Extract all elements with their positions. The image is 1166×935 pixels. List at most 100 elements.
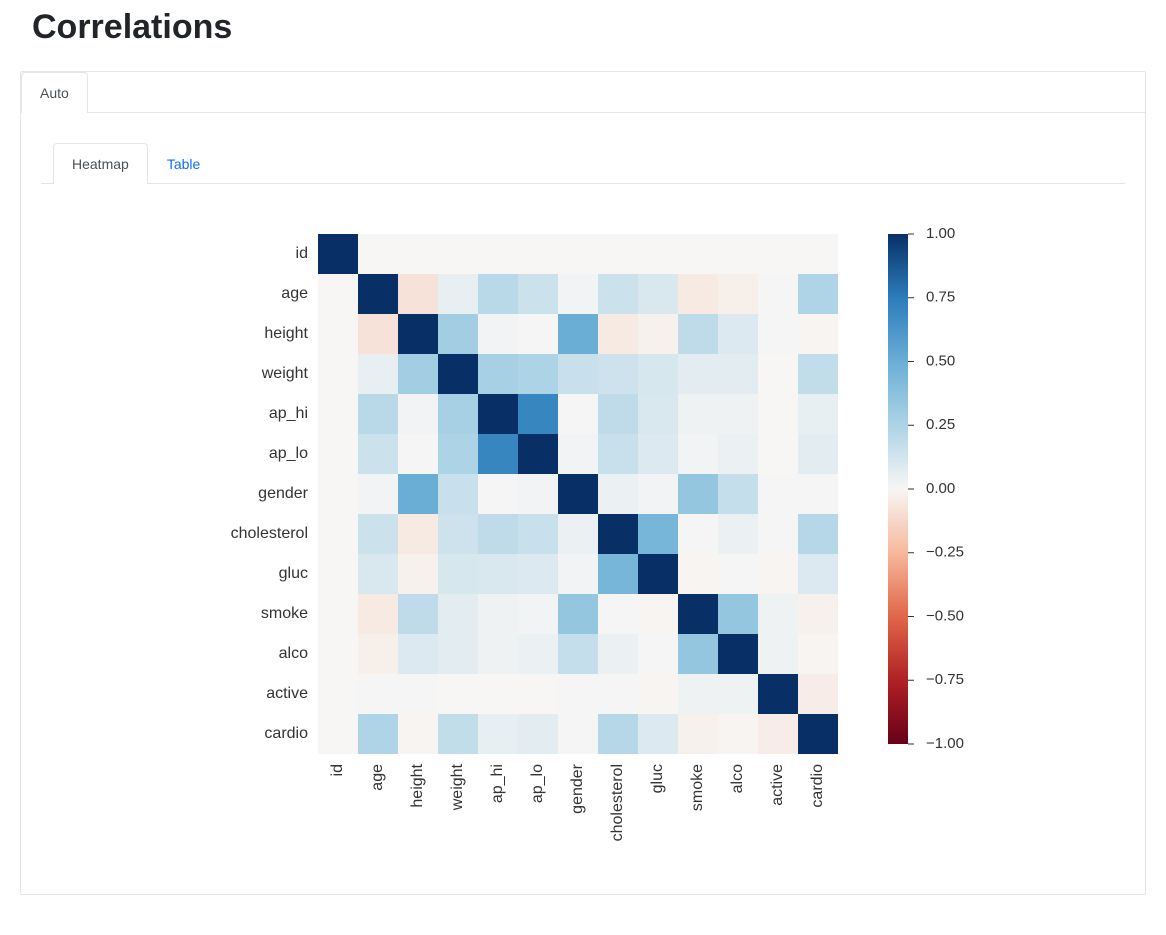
heatmap-cell (318, 554, 358, 594)
tab-primary-auto[interactable]: Auto (21, 72, 88, 113)
heatmap-cell (678, 434, 718, 474)
heatmap-cell (598, 234, 638, 274)
heatmap-cell (558, 714, 598, 754)
heatmap-cell (678, 674, 718, 714)
heatmap-cell (718, 394, 758, 434)
heatmap-cell (398, 354, 438, 394)
tab-secondary-table[interactable]: Table (148, 143, 219, 184)
heatmap-ylabel: gluc (279, 565, 308, 582)
heatmap-cell (718, 274, 758, 314)
heatmap-cell (798, 434, 838, 474)
heatmap-cell (358, 674, 398, 714)
heatmap-cell (318, 634, 358, 674)
correlation-heatmap: idageheightweightap_hiap_logendercholest… (168, 224, 998, 874)
heatmap-cell (318, 274, 358, 314)
heatmap-cell (518, 674, 558, 714)
heatmap-cell (718, 434, 758, 474)
heatmap-cell (518, 434, 558, 474)
heatmap-cell (598, 274, 638, 314)
heatmap-cell (398, 474, 438, 514)
colorbar-tick-label: −0.25 (926, 544, 964, 561)
heatmap-cell (598, 674, 638, 714)
heatmap-cell (758, 514, 798, 554)
heatmap-cell (478, 634, 518, 674)
heatmap-cell (798, 554, 838, 594)
heatmap-cell (438, 594, 478, 634)
heatmap-cell (438, 554, 478, 594)
heatmap-cell (518, 314, 558, 354)
heatmap-cell (638, 674, 678, 714)
heatmap-cell (318, 434, 358, 474)
heatmap-cell (438, 394, 478, 434)
heatmap-cell (758, 234, 798, 274)
heatmap-xlabel: ap_hi (489, 764, 506, 803)
heatmap-cell (678, 554, 718, 594)
heatmap-xlabel: cholesterol (609, 764, 626, 841)
tabs-secondary: HeatmapTable (41, 143, 1125, 184)
heatmap-cell (558, 234, 598, 274)
colorbar-tick-label: 1.00 (926, 225, 955, 242)
heatmap-cell (678, 394, 718, 434)
heatmap-cell (438, 434, 478, 474)
tab-secondary-heatmap[interactable]: Heatmap (53, 143, 148, 184)
heatmap-cell (678, 234, 718, 274)
heatmap-cell (558, 514, 598, 554)
heatmap-cell (638, 314, 678, 354)
heatmap-cell (398, 674, 438, 714)
heatmap-cell (558, 354, 598, 394)
heatmap-cell (318, 474, 358, 514)
heatmap-cell (718, 354, 758, 394)
heatmap-cell (638, 714, 678, 754)
heatmap-cell (798, 394, 838, 434)
heatmap-cell (638, 354, 678, 394)
heatmap-cell (558, 394, 598, 434)
heatmap-cell (798, 474, 838, 514)
heatmap-cell (398, 634, 438, 674)
heatmap-ylabel: active (266, 685, 308, 702)
heatmap-cell (598, 554, 638, 594)
heatmap-cell (478, 274, 518, 314)
heatmap-cell (518, 634, 558, 674)
heatmap-cell (678, 514, 718, 554)
heatmap-ylabel: id (296, 245, 308, 262)
heatmap-cell (518, 474, 558, 514)
heatmap-cell (598, 514, 638, 554)
heatmap-cell (438, 274, 478, 314)
tabs-primary: Auto (21, 72, 1145, 113)
correlations-panel: Auto HeatmapTable idageheightweightap_hi… (20, 71, 1146, 895)
heatmap-cell (718, 314, 758, 354)
heatmap-cell (398, 714, 438, 754)
heatmap-cell (718, 554, 758, 594)
heatmap-ylabel: height (264, 325, 308, 342)
heatmap-cell (718, 714, 758, 754)
heatmap-cell (798, 634, 838, 674)
heatmap-cell (718, 594, 758, 634)
heatmap-xlabel: ap_lo (529, 764, 546, 803)
heatmap-cell (438, 234, 478, 274)
heatmap-xlabel: smoke (689, 764, 706, 811)
heatmap-cell (718, 514, 758, 554)
heatmap-cell (558, 314, 598, 354)
heatmap-cell (598, 434, 638, 474)
heatmap-cell (678, 354, 718, 394)
heatmap-cell (798, 714, 838, 754)
heatmap-cell (758, 634, 798, 674)
heatmap-cell (678, 274, 718, 314)
heatmap-cell (598, 354, 638, 394)
heatmap-cell (478, 714, 518, 754)
heatmap-cell (358, 554, 398, 594)
heatmap-cell (398, 234, 438, 274)
heatmap-cell (478, 434, 518, 474)
heatmap-cell (358, 354, 398, 394)
colorbar-tick-label: 0.50 (926, 352, 955, 369)
heatmap-cell (518, 594, 558, 634)
heatmap-xlabel: gender (569, 763, 586, 813)
heatmap-xlabel: weight (449, 763, 466, 811)
heatmap-cell (638, 394, 678, 434)
heatmap-cell (358, 474, 398, 514)
heatmap-cell (398, 514, 438, 554)
heatmap-cell (398, 594, 438, 634)
heatmap-cell (318, 394, 358, 434)
heatmap-cell (438, 514, 478, 554)
heatmap-cell (518, 354, 558, 394)
